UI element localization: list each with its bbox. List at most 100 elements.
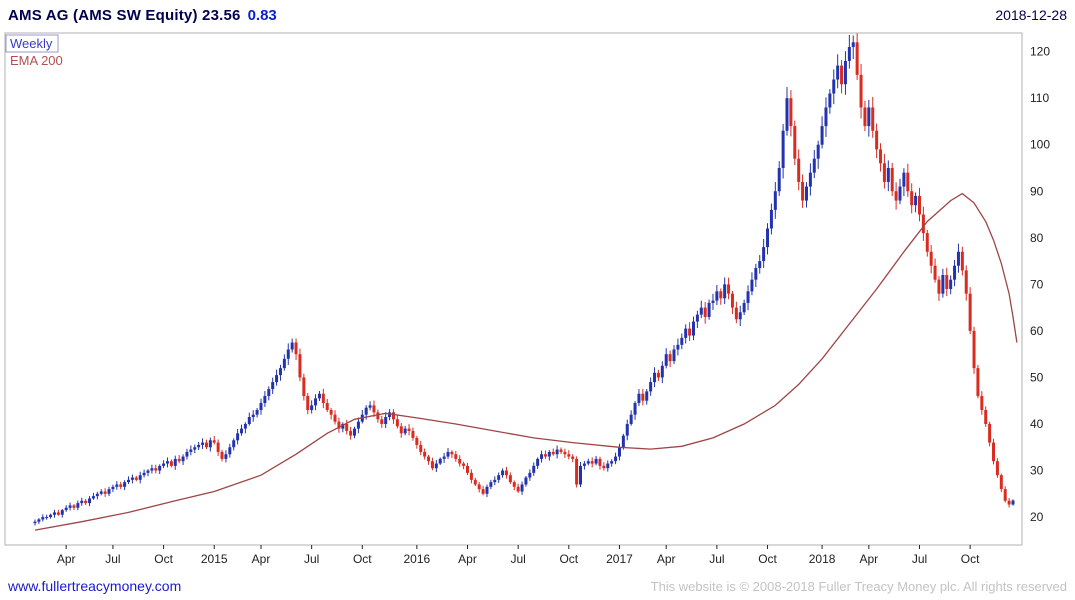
candle-body (165, 461, 169, 464)
candle-body (477, 484, 481, 490)
candle-body (773, 191, 777, 210)
candle-body (832, 79, 836, 94)
x-axis-labels: Apr Jul Oct 2015 Apr Jul Oct 2016 Apr Jul Oct 2017 A… (57, 545, 980, 566)
candle-body (193, 447, 197, 450)
x-tick-label: 2016 (403, 552, 430, 566)
y-tick-label: 30 (1030, 464, 1044, 478)
x-tick-label: Apr (57, 552, 76, 566)
candle-body (602, 465, 606, 469)
timeframe-box (5, 34, 59, 53)
candle-body (691, 321, 695, 336)
y-tick-label: 100 (1030, 138, 1050, 152)
candle-body (976, 368, 980, 397)
candle-body (645, 391, 649, 401)
x-tick-label: Jul (912, 552, 927, 566)
candle-body (894, 191, 898, 201)
candle-body (843, 60, 847, 85)
candle-body (317, 393, 321, 399)
candle-body (777, 167, 781, 192)
candle-body (750, 279, 754, 292)
candle-body (173, 458, 177, 466)
candle-body (680, 337, 684, 345)
candle-body (812, 158, 816, 173)
candle-body (914, 195, 918, 206)
candle-body (980, 396, 984, 411)
title-group: AMS AG (AMS SW Equity) 23.56 0.83 (8, 7, 277, 24)
candle-body (824, 107, 828, 127)
candle-body (462, 463, 466, 466)
candle-body (898, 186, 902, 201)
candle-body (563, 451, 567, 455)
candle-body (555, 449, 559, 455)
candle-body (789, 98, 793, 127)
candle-body (524, 477, 528, 485)
candle-body (746, 291, 750, 303)
candle-body (641, 393, 645, 401)
candle-body (450, 451, 454, 455)
candle-body (493, 479, 497, 483)
candle-body (847, 46, 851, 61)
candle-body (968, 293, 972, 331)
candle-body (617, 447, 621, 457)
candle-body (306, 396, 310, 411)
candle-body (497, 475, 501, 480)
candle-body (294, 342, 298, 355)
ema-200-line (34, 192, 1018, 531)
candle-body (49, 514, 53, 518)
candle-body (867, 107, 871, 127)
candle-body (516, 486, 520, 492)
candle-body (158, 465, 162, 471)
candle-body (197, 444, 201, 448)
candle-body (945, 275, 949, 289)
candle-body (649, 382, 653, 392)
candle-body (127, 479, 131, 483)
chart-area: 20 30 40 50 60 70 80 90 100 110 120 Apr Jul Oct 2015 A… (0, 28, 1075, 572)
candle-body (91, 496, 95, 499)
candle-body (828, 93, 832, 108)
candle-body (1007, 500, 1011, 505)
candle-body (454, 454, 458, 459)
site-link[interactable]: www.fullertreacymoney.com (8, 578, 182, 594)
candle-body (769, 209, 773, 229)
candle-body (949, 279, 953, 289)
timeframe-label[interactable]: Weekly (10, 36, 53, 51)
candle-body (247, 417, 251, 424)
copyright-text: This website is © 2008-2018 Fuller Treac… (650, 578, 1067, 594)
candle-body (243, 423, 247, 429)
candle-body (855, 42, 859, 75)
candle-body (364, 407, 368, 415)
candle-body (801, 181, 805, 201)
candle-body (762, 247, 766, 262)
candle-body (368, 405, 372, 408)
candle-body (999, 475, 1003, 490)
candle-body (259, 403, 263, 411)
candle-body (734, 307, 738, 320)
candle-body (228, 447, 232, 455)
candle-body (201, 442, 205, 445)
x-tick-label: Jul (105, 552, 120, 566)
candle-body (399, 426, 403, 434)
candle-body (80, 500, 84, 504)
candle-body (707, 302, 711, 317)
candle-body (933, 265, 937, 280)
candle-body (372, 405, 376, 413)
candle-body (793, 126, 797, 159)
candle-body (415, 437, 419, 445)
candle-body (481, 489, 485, 494)
candle-body (536, 458, 540, 466)
y-tick-label: 50 (1030, 370, 1044, 384)
candle-body (508, 475, 512, 483)
candle-body (676, 344, 680, 350)
candle-body (337, 421, 341, 429)
candle-body (586, 461, 590, 464)
candle-body (52, 512, 56, 515)
candle-body (56, 512, 60, 515)
candle-body (430, 461, 434, 469)
candle-body (395, 419, 399, 427)
candle-body (917, 195, 921, 215)
candle-body (208, 440, 212, 448)
candle-body (72, 505, 76, 508)
candle-body (282, 358, 286, 369)
